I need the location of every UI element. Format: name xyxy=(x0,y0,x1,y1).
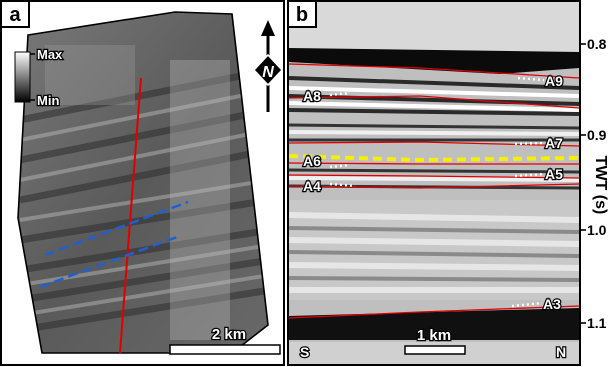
north-label: N xyxy=(262,64,274,81)
colorbar-max-label: Max xyxy=(37,47,63,62)
amplitude-colorbar xyxy=(14,51,31,103)
section-end-label: N xyxy=(556,344,566,360)
section-start-label: S xyxy=(300,344,309,360)
section-line xyxy=(119,77,142,354)
panel-a-label: a xyxy=(9,4,21,26)
blue-dashed-line-upper xyxy=(44,200,189,257)
scale-label-b: 1 km xyxy=(417,327,451,344)
blue-dashed-line-lower xyxy=(39,234,181,289)
horizon-label-a5: A5 xyxy=(545,166,563,182)
twt-tick-0-9: 0.9 xyxy=(587,127,607,143)
scale-bar-a xyxy=(169,344,281,355)
seismic-map xyxy=(18,12,268,353)
horizon-label-a6: A6 xyxy=(303,153,321,169)
colorbar-min-label: Min xyxy=(37,93,59,108)
twt-tick-0-8: 0.8 xyxy=(587,36,607,52)
panel-a-label-box xyxy=(0,0,30,28)
horizon-leaders xyxy=(329,76,546,308)
panel-b-label: b xyxy=(296,4,308,26)
yellow-dashed-horizon xyxy=(288,154,580,163)
horizon-label-a8: A8 xyxy=(303,88,321,104)
seismic-section xyxy=(288,2,580,364)
scale-bar-b xyxy=(404,345,466,355)
twt-axis-title: TWT (s) xyxy=(592,156,609,215)
twt-axis-ticks xyxy=(580,43,586,324)
horizon-lines xyxy=(288,63,580,319)
horizon-label-a9: A9 xyxy=(545,73,563,89)
twt-tick-1-1: 1.1 xyxy=(587,315,607,331)
north-arrow-icon xyxy=(252,20,284,112)
twt-tick-1-0: 1.0 xyxy=(587,222,607,238)
map-outline xyxy=(17,11,269,354)
scale-label-a: 2 km xyxy=(212,326,246,343)
panel-b-label-box xyxy=(287,0,317,28)
horizon-label-a3: A3 xyxy=(543,296,561,312)
horizon-label-a4: A4 xyxy=(303,178,321,194)
horizon-label-a7: A7 xyxy=(545,135,563,151)
